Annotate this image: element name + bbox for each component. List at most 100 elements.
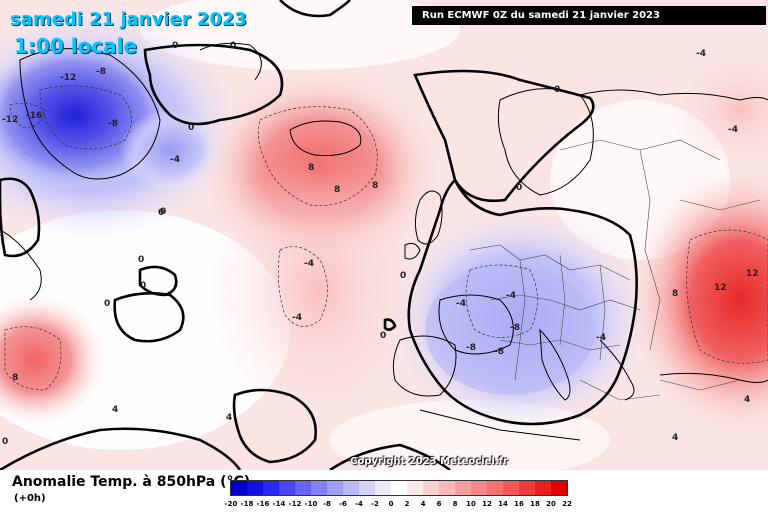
labrador-coast xyxy=(0,229,42,301)
zero-contour-south-west xyxy=(0,427,242,470)
color-scale-tick-label: 8 xyxy=(452,500,458,508)
color-scale-swatch xyxy=(327,481,343,495)
warm-anomaly-russia xyxy=(630,170,768,430)
color-scale-tick-label: -10 xyxy=(304,500,318,508)
contour-label: 8 xyxy=(334,185,340,195)
contour-label: -8 xyxy=(108,119,118,129)
color-scale-tick-label: -14 xyxy=(272,500,286,508)
color-scale-tick-label: -4 xyxy=(355,500,363,508)
contour-label: -4 xyxy=(596,333,606,343)
color-scale-swatch xyxy=(551,481,567,495)
color-scale-swatch xyxy=(487,481,503,495)
contour-label: -12 xyxy=(2,115,18,125)
contour-label: -4 xyxy=(304,259,314,269)
contour-label: 0 xyxy=(188,123,194,133)
color-scale-swatch xyxy=(263,481,279,495)
time-title: 1:00 locale xyxy=(14,34,138,58)
france-coast xyxy=(438,294,514,355)
contour-labels: -12 -16 -12 -8 -4 -8 0 0 0 0 8 8 8 -4 0 … xyxy=(2,41,759,447)
color-scale-swatch xyxy=(375,481,391,495)
zero-contour-south xyxy=(329,443,451,470)
black-sea-coast xyxy=(659,372,768,383)
neutral-zone-north xyxy=(140,0,460,70)
balkans-coast xyxy=(599,339,635,401)
iberia-coast xyxy=(392,335,457,397)
run-info-box: Run ECMWF 0Z du samedi 21 janvier 2023 xyxy=(412,6,766,25)
contour-label: -8 xyxy=(466,343,476,353)
contour-label: 4 xyxy=(744,395,750,405)
cold-anomaly-europe-core xyxy=(425,265,595,395)
contour-label: -8 xyxy=(494,347,504,357)
arctic-coast xyxy=(579,89,768,101)
color-scale-swatch xyxy=(423,481,439,495)
color-scale-tick-label: 10 xyxy=(466,500,476,508)
color-scale-swatch xyxy=(471,481,487,495)
contour-label: -4 xyxy=(728,125,738,135)
contour-label: 0 xyxy=(230,41,236,51)
contour-label: 8 xyxy=(308,163,314,173)
contour-label: -8 xyxy=(510,323,520,333)
lead-time: (+0h) xyxy=(14,493,46,504)
color-scale-swatch xyxy=(359,481,375,495)
color-scale-swatch xyxy=(503,481,519,495)
zero-contour-europe xyxy=(407,177,638,426)
color-scale-swatch xyxy=(279,481,295,495)
contour-label: 8 xyxy=(12,373,18,383)
iceland-coast xyxy=(289,120,362,156)
color-scale-tick-label: -8 xyxy=(323,500,331,508)
contour-label: 0 xyxy=(554,85,560,95)
zero-contour-small xyxy=(138,265,178,297)
warm-anomaly-canada-east xyxy=(0,295,105,425)
color-scale-swatch xyxy=(391,481,407,495)
color-scale-tick-label: -20 xyxy=(224,500,238,508)
zero-contour-hudson xyxy=(0,177,41,258)
contour-label: -4 xyxy=(170,155,180,165)
color-scale-swatch xyxy=(535,481,551,495)
contour-label: 12 xyxy=(746,269,759,279)
color-scale-tick-label: 18 xyxy=(530,500,540,508)
country-borders xyxy=(469,139,761,401)
color-scale-tick-label: 20 xyxy=(546,500,556,508)
zero-contours xyxy=(0,0,638,470)
color-scale-swatch xyxy=(343,481,359,495)
color-scale-swatch xyxy=(519,481,535,495)
map-canvas: -12 -16 -12 -8 -4 -8 0 0 0 0 8 8 8 -4 0 … xyxy=(0,0,768,470)
color-scale-tick-label: -16 xyxy=(256,500,270,508)
color-scale-tick-label: -12 xyxy=(288,500,302,508)
contour-label: 0 xyxy=(138,255,144,265)
contour-label: -4 xyxy=(292,313,302,323)
contour-label: 4 xyxy=(112,405,118,415)
color-scale-ticks: -20 -18 -16 -14 -12 -10 -8 -6 -4 -2 0 2 4 6 8 10 12 14 16 1… xyxy=(225,500,572,510)
field-title: Anomalie Temp. à 850hPa (°C) xyxy=(12,474,251,490)
contour-label: 0 xyxy=(172,41,178,51)
color-scale-swatch xyxy=(311,481,327,495)
contour-label: -12 xyxy=(60,73,76,83)
color-scale-tick-label: 6 xyxy=(436,500,442,508)
anomaly-map: -12 -16 -12 -8 -4 -8 0 0 0 0 8 8 8 -4 0 … xyxy=(0,0,768,470)
italy-coast xyxy=(539,328,571,401)
ireland-coast xyxy=(404,242,421,260)
color-scale-tick-label: 14 xyxy=(498,500,508,508)
date-title: samedi 21 janvier 2023 xyxy=(10,9,247,30)
cold-anomaly-davis xyxy=(120,110,220,190)
zero-contour-azores xyxy=(232,388,318,464)
copyright-text: Copyright 2023 Meteociel.fr xyxy=(350,456,508,467)
contour-label: 0 xyxy=(400,271,406,281)
color-scale-swatch xyxy=(407,481,423,495)
color-scale-tick-label: 0 xyxy=(388,500,394,508)
color-scale-tick-label: 22 xyxy=(562,500,572,508)
zero-contour-tiny xyxy=(383,318,397,331)
contour-label: 0 xyxy=(2,437,8,447)
color-scale-tick-label: -2 xyxy=(371,500,379,508)
contour-label: 12 xyxy=(714,283,727,293)
contour-label: 0 xyxy=(140,281,146,291)
color-scale-swatch xyxy=(231,481,247,495)
contour-label: 0 xyxy=(516,183,522,193)
contour-label: 4 xyxy=(226,413,232,423)
contour-label: 0 xyxy=(160,207,166,217)
warm-anomaly-atlantic xyxy=(210,150,430,430)
contour-label: 8 xyxy=(372,181,378,191)
secondary-contours xyxy=(4,85,768,391)
color-scale-swatch xyxy=(439,481,455,495)
contour-label: -8 xyxy=(96,67,106,77)
